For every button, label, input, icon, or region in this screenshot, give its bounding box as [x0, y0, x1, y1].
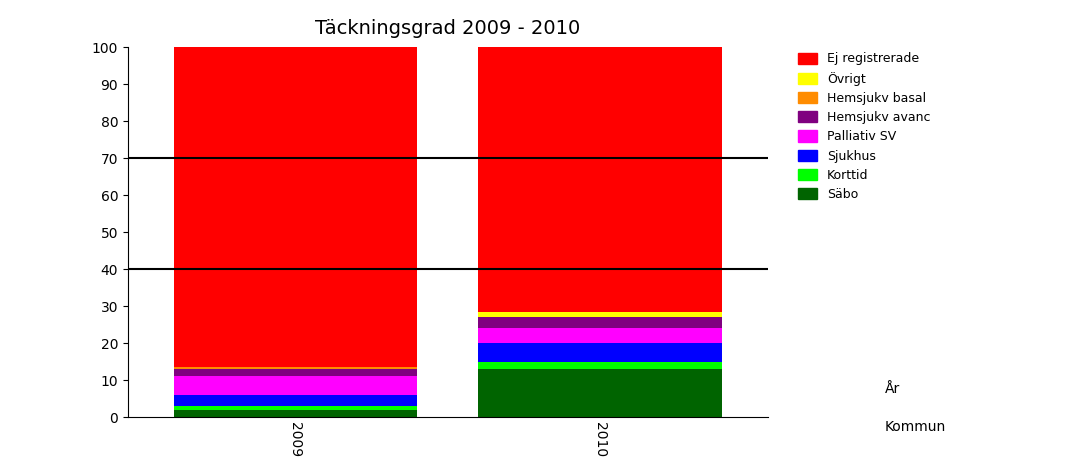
Bar [174, 395, 417, 406]
Bar [174, 369, 417, 376]
Bar [479, 312, 722, 317]
Title: Täckningsgrad 2009 - 2010: Täckningsgrad 2009 - 2010 [316, 18, 580, 37]
Bar [479, 317, 722, 328]
Bar [174, 367, 417, 369]
Bar [479, 362, 722, 369]
Bar [479, 47, 722, 312]
Text: År: År [885, 382, 900, 396]
Bar [174, 47, 417, 367]
Bar [174, 410, 417, 417]
Bar [174, 376, 417, 395]
Text: Kommun: Kommun [885, 419, 946, 434]
Bar [479, 343, 722, 362]
Bar [479, 328, 722, 343]
Legend: Ej registrerade, Övrigt, Hemsjukv basal, Hemsjukv avanc, Palliativ SV, Sjukhus, : Ej registrerade, Övrigt, Hemsjukv basal,… [793, 47, 935, 206]
Bar [479, 369, 722, 417]
Bar [174, 406, 417, 410]
